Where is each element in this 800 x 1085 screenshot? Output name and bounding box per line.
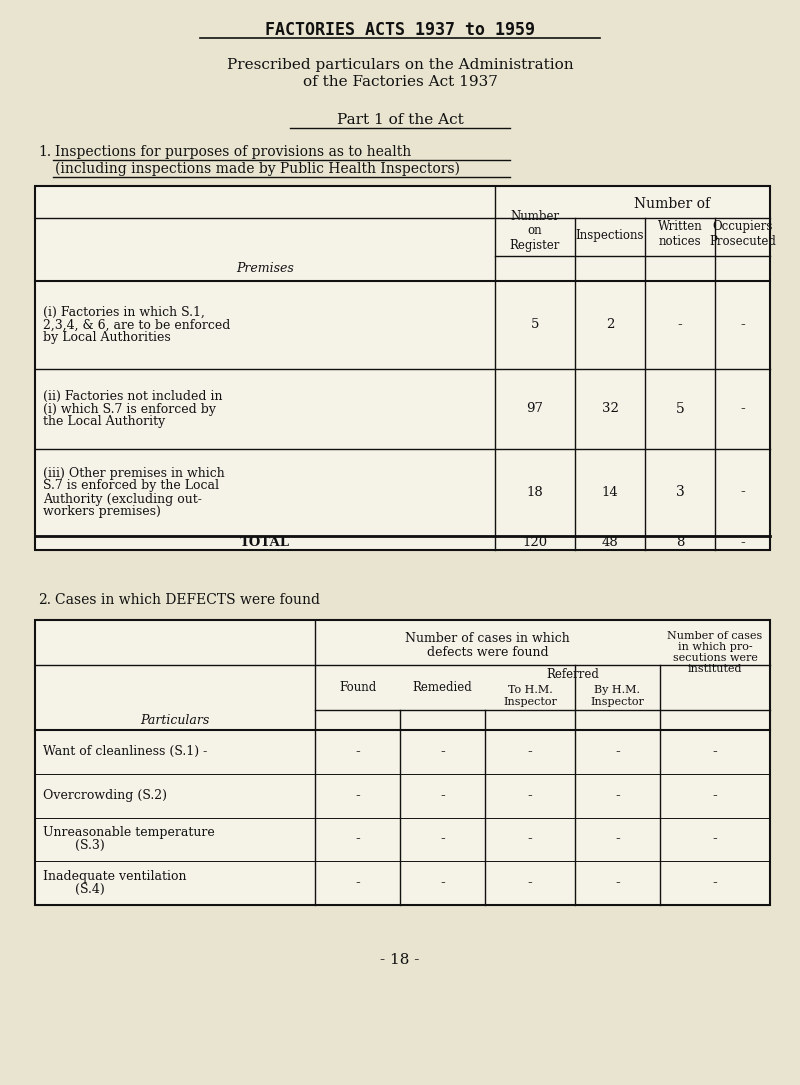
Text: (including inspections made by Public Health Inspectors): (including inspections made by Public He… xyxy=(55,162,460,176)
Text: Inadequate ventilation: Inadequate ventilation xyxy=(43,870,186,883)
Text: By H.M.: By H.M. xyxy=(594,685,641,695)
Text: -: - xyxy=(740,536,745,550)
Text: (i) which S.7 is enforced by: (i) which S.7 is enforced by xyxy=(43,403,216,416)
Text: 8: 8 xyxy=(676,536,684,549)
Text: -: - xyxy=(440,832,445,846)
Text: -: - xyxy=(355,832,360,846)
Text: of the Factories Act 1937: of the Factories Act 1937 xyxy=(302,75,498,89)
Text: -: - xyxy=(740,485,745,499)
Text: Occupiers
Prosecuted: Occupiers Prosecuted xyxy=(709,220,776,248)
Text: -: - xyxy=(440,789,445,803)
Text: Number of cases in which: Number of cases in which xyxy=(405,631,570,644)
Text: -: - xyxy=(615,789,620,803)
Text: 2,3,4, & 6, are to be enforced: 2,3,4, & 6, are to be enforced xyxy=(43,319,230,332)
Text: Inspections: Inspections xyxy=(576,230,644,243)
Text: - 18 -: - 18 - xyxy=(380,953,420,967)
Text: 5: 5 xyxy=(676,403,684,416)
Text: -: - xyxy=(440,745,445,758)
Text: To H.M.: To H.M. xyxy=(508,685,552,695)
Text: Found: Found xyxy=(339,681,376,694)
Bar xyxy=(35,186,770,550)
Text: -: - xyxy=(355,745,360,758)
Text: Unreasonable temperature: Unreasonable temperature xyxy=(43,827,214,840)
Text: secutions were: secutions were xyxy=(673,653,758,663)
Text: 3: 3 xyxy=(676,485,684,499)
Text: -: - xyxy=(440,876,445,890)
Bar xyxy=(35,620,770,905)
Text: Inspector: Inspector xyxy=(590,697,645,707)
Text: 1.: 1. xyxy=(38,145,51,159)
Text: -: - xyxy=(528,745,532,758)
Text: Want of cleanliness (S.1) -: Want of cleanliness (S.1) - xyxy=(43,745,207,758)
Text: (iii) Other premises in which: (iii) Other premises in which xyxy=(43,467,225,480)
Text: Number of cases: Number of cases xyxy=(667,631,762,641)
Text: TOTAL: TOTAL xyxy=(240,536,290,549)
Text: 120: 120 xyxy=(522,536,547,549)
Text: -: - xyxy=(740,318,745,332)
Text: (S.4): (S.4) xyxy=(43,883,105,896)
Text: 18: 18 xyxy=(526,486,543,499)
Text: 48: 48 xyxy=(602,536,618,549)
Text: Inspector: Inspector xyxy=(503,697,557,707)
Text: defects were found: defects were found xyxy=(426,646,548,659)
Text: (ii) Factories not included in: (ii) Factories not included in xyxy=(43,390,222,403)
Text: (S.3): (S.3) xyxy=(43,840,105,853)
Bar xyxy=(35,186,770,550)
Text: Part 1 of the Act: Part 1 of the Act xyxy=(337,113,463,127)
Text: Cases in which DEFECTS were found: Cases in which DEFECTS were found xyxy=(55,593,320,607)
Text: by Local Authorities: by Local Authorities xyxy=(43,332,170,345)
Text: the Local Authority: the Local Authority xyxy=(43,416,166,429)
Text: 32: 32 xyxy=(602,403,618,416)
Text: Written
notices: Written notices xyxy=(658,220,702,248)
Text: -: - xyxy=(713,832,718,846)
Text: -: - xyxy=(355,876,360,890)
Text: (i) Factories in which S.1,: (i) Factories in which S.1, xyxy=(43,306,205,319)
Text: -: - xyxy=(740,403,745,416)
Text: -: - xyxy=(528,876,532,890)
Text: Authority (excluding out-: Authority (excluding out- xyxy=(43,493,202,506)
Text: Number
on
Register: Number on Register xyxy=(510,209,560,253)
Text: Prescribed particulars on the Administration: Prescribed particulars on the Administra… xyxy=(226,58,574,72)
Text: -: - xyxy=(713,745,718,758)
Text: 5: 5 xyxy=(531,319,539,332)
Text: 2.: 2. xyxy=(38,593,51,607)
Text: Overcrowding (S.2): Overcrowding (S.2) xyxy=(43,789,167,802)
Text: -: - xyxy=(528,789,532,803)
Text: -: - xyxy=(615,832,620,846)
Text: Number of: Number of xyxy=(634,197,710,210)
Text: 14: 14 xyxy=(602,486,618,499)
Text: -: - xyxy=(615,876,620,890)
Bar xyxy=(35,620,770,905)
Text: -: - xyxy=(713,789,718,803)
Text: Inspections for purposes of provisions as to health: Inspections for purposes of provisions a… xyxy=(55,145,411,159)
Text: 97: 97 xyxy=(526,403,543,416)
Text: Remedied: Remedied xyxy=(413,681,472,694)
Text: FACTORIES ACTS 1937 to 1959: FACTORIES ACTS 1937 to 1959 xyxy=(265,21,535,39)
Text: workers premises): workers premises) xyxy=(43,506,161,519)
Text: S.7 is enforced by the Local: S.7 is enforced by the Local xyxy=(43,480,219,493)
Text: instituted: instituted xyxy=(688,664,742,674)
Text: Particulars: Particulars xyxy=(140,714,210,727)
Text: -: - xyxy=(355,789,360,803)
Text: in which pro-: in which pro- xyxy=(678,642,752,652)
Text: -: - xyxy=(713,876,718,890)
Text: -: - xyxy=(615,745,620,758)
Text: Referred: Referred xyxy=(546,668,599,681)
Text: -: - xyxy=(678,318,682,332)
Text: Premises: Premises xyxy=(236,261,294,275)
Text: 2: 2 xyxy=(606,319,614,332)
Text: -: - xyxy=(528,832,532,846)
